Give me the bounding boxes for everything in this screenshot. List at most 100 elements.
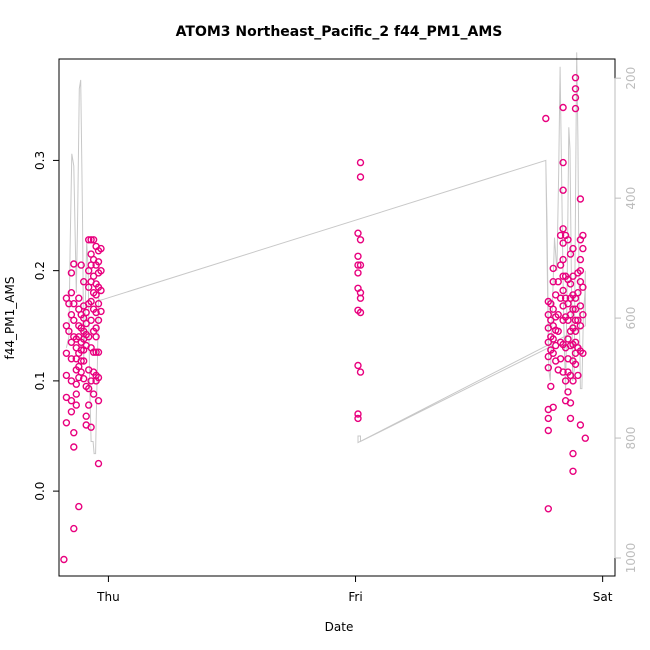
point-sat bbox=[566, 399, 575, 407]
point-sat bbox=[559, 225, 567, 233]
point-thu bbox=[67, 397, 76, 405]
point-thu bbox=[89, 348, 98, 356]
point-sat bbox=[549, 403, 557, 411]
y-tick-label: 0.3 bbox=[33, 151, 47, 170]
point-fri bbox=[354, 414, 362, 423]
point-sat bbox=[556, 231, 565, 240]
point-thu bbox=[97, 267, 105, 275]
point-sat bbox=[559, 368, 567, 376]
point-thu bbox=[97, 307, 105, 316]
point-sat bbox=[569, 377, 577, 385]
point-thu bbox=[77, 346, 85, 354]
point-thu bbox=[87, 236, 95, 244]
point-fri bbox=[356, 294, 365, 302]
point-thu bbox=[79, 357, 88, 365]
x-tick-label: Thu bbox=[96, 590, 120, 604]
point-thu bbox=[72, 380, 81, 388]
point-fri bbox=[354, 361, 362, 370]
point-sat bbox=[571, 360, 580, 368]
y-tick-label: 0.1 bbox=[33, 371, 47, 390]
point-fri bbox=[356, 173, 365, 181]
y-tick-label: 0.0 bbox=[33, 482, 47, 501]
point-thu bbox=[89, 390, 98, 398]
x-tick-label: Sat bbox=[593, 590, 613, 604]
point-thu bbox=[67, 269, 76, 277]
point-sat bbox=[564, 335, 572, 343]
right-tick-label: 800 bbox=[624, 427, 638, 450]
right-tick-label: 400 bbox=[624, 187, 638, 210]
point-sat bbox=[574, 289, 582, 297]
point-thu bbox=[70, 316, 78, 324]
point-thu bbox=[72, 390, 81, 398]
x-axis-label: Date bbox=[325, 620, 354, 634]
point-thu bbox=[70, 524, 78, 533]
point-fri bbox=[354, 229, 362, 237]
point-sat bbox=[569, 272, 577, 280]
point-thu bbox=[94, 258, 103, 266]
y-tick-label: 0.2 bbox=[33, 261, 47, 280]
point-thu bbox=[62, 419, 71, 427]
point-thu bbox=[70, 429, 78, 437]
point-sat bbox=[576, 267, 585, 275]
point-thu bbox=[94, 459, 103, 468]
point-sat bbox=[559, 186, 567, 194]
point-sat bbox=[556, 355, 565, 363]
point-sat bbox=[544, 352, 552, 361]
point-sat bbox=[571, 93, 580, 102]
point-thu bbox=[84, 236, 93, 244]
point-sat bbox=[552, 291, 560, 299]
point-thu bbox=[67, 355, 76, 363]
point-thu bbox=[70, 260, 78, 268]
point-thu bbox=[97, 286, 105, 295]
point-sat bbox=[549, 349, 557, 357]
point-sat bbox=[571, 316, 580, 324]
point-thu bbox=[87, 377, 95, 385]
point-sat bbox=[581, 434, 589, 442]
point-fri bbox=[354, 269, 362, 277]
point-sat bbox=[576, 322, 585, 330]
point-thu bbox=[82, 412, 90, 420]
point-thu bbox=[62, 349, 71, 357]
point-sat bbox=[556, 294, 565, 302]
point-thu bbox=[92, 333, 100, 341]
point-sat bbox=[569, 467, 577, 475]
point-sat bbox=[559, 272, 567, 280]
point-thu bbox=[82, 308, 90, 317]
point-thu bbox=[94, 373, 103, 382]
point-sat bbox=[554, 278, 562, 286]
point-sat bbox=[579, 244, 587, 253]
point-sat bbox=[564, 388, 572, 396]
point-sat bbox=[566, 280, 575, 288]
point-sat bbox=[549, 264, 557, 273]
point-thu bbox=[67, 377, 76, 385]
point-sat bbox=[564, 236, 572, 244]
point-sat bbox=[552, 341, 560, 350]
point-sat bbox=[571, 104, 580, 113]
point-sat bbox=[547, 382, 555, 391]
point-thu bbox=[67, 289, 76, 297]
point-fri bbox=[354, 410, 362, 418]
point-sat bbox=[549, 278, 557, 286]
point-sat bbox=[559, 103, 567, 112]
point-sat bbox=[569, 244, 577, 253]
point-sat bbox=[579, 231, 587, 240]
point-thu bbox=[87, 297, 95, 306]
point-sat bbox=[571, 327, 580, 335]
point-sat bbox=[576, 421, 585, 429]
y-axis: 0.0 0.1 0.2 0.3 bbox=[33, 151, 60, 501]
point-thu bbox=[92, 308, 100, 317]
point-thu bbox=[94, 300, 103, 308]
point-thu bbox=[84, 333, 93, 341]
y-axis-label: f44_PM1_AMS bbox=[3, 277, 17, 360]
point-thu bbox=[77, 368, 85, 376]
point-sat bbox=[571, 85, 580, 93]
point-thu bbox=[94, 397, 103, 405]
right-tick-label: 200 bbox=[624, 67, 638, 90]
point-thu bbox=[87, 423, 95, 431]
point-sat bbox=[544, 414, 552, 423]
point-thu bbox=[87, 316, 95, 324]
point-thu bbox=[84, 401, 93, 409]
point-sat bbox=[549, 305, 557, 313]
point-thu bbox=[82, 319, 90, 328]
